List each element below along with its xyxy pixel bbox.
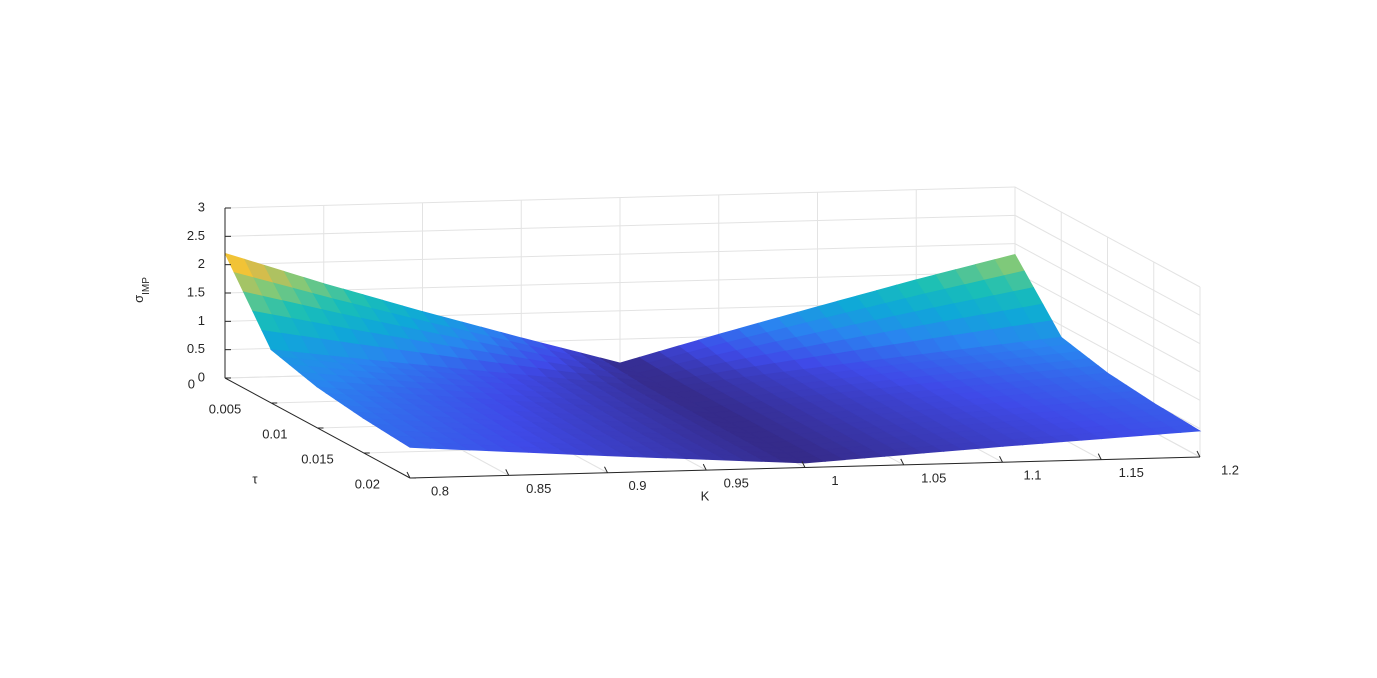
x-tick (801, 461, 806, 468)
x-tick (1097, 453, 1102, 460)
y-tick-label: 0.02 (355, 476, 380, 491)
x-tick (900, 458, 905, 466)
x-tick-label: 1.05 (921, 470, 946, 485)
z-tick-label: 1.5 (187, 284, 205, 299)
z-tick-label: 0 (198, 369, 205, 384)
y-tick-label: 0 (188, 376, 195, 391)
x-tick (604, 466, 608, 473)
x-tick (505, 469, 510, 476)
x-tick-label: 1.1 (1023, 468, 1041, 483)
x-tick-label: 0.8 (431, 483, 449, 498)
x-tick-label: 1.2 (1221, 462, 1239, 477)
x-tick-label: 0.85 (526, 481, 551, 496)
grid-line (224, 186, 1016, 209)
y-axis-label: τ (252, 471, 258, 486)
x-tick-label: 1 (831, 473, 838, 488)
z-axis-label: σIMP (131, 277, 151, 303)
x-tick-label: 0.9 (628, 478, 646, 493)
surface (224, 252, 1202, 464)
z-tick-label: 3 (198, 199, 205, 214)
y-tick-label: 0.005 (209, 401, 242, 416)
x-tick (999, 456, 1003, 463)
grid-line (224, 271, 1016, 294)
y-tick-label: 0.01 (262, 426, 287, 441)
grid-line (224, 243, 1016, 266)
grid-line (1014, 186, 1201, 288)
surface-patch (1169, 424, 1202, 433)
grid-line (1014, 214, 1201, 316)
grid-line (1014, 271, 1201, 373)
x-tick (702, 463, 707, 471)
y-tick-label: 0.015 (301, 451, 334, 466)
z-tick-label: 2.5 (187, 228, 205, 243)
z-tick-label: 0.5 (187, 341, 205, 356)
x-tick (1196, 450, 1201, 458)
z-axis-symbol: σ (131, 295, 146, 303)
x-tick-label: 1.15 (1119, 465, 1144, 480)
axes: 0 0.5 1 1.5 2 2.5 3 0 0.005 0.01 0.015 0.02 0.8 0.85 0… (187, 199, 1239, 498)
z-axis-subscript: IMP (141, 277, 152, 295)
z-tick-label: 1 (198, 313, 205, 328)
grid-line (224, 214, 1016, 237)
grid-line (1014, 243, 1201, 345)
x-axis-label: K (701, 488, 710, 503)
x-tick-label: 0.95 (724, 476, 749, 491)
x-tick (406, 471, 411, 479)
z-tick-label: 2 (198, 256, 205, 271)
